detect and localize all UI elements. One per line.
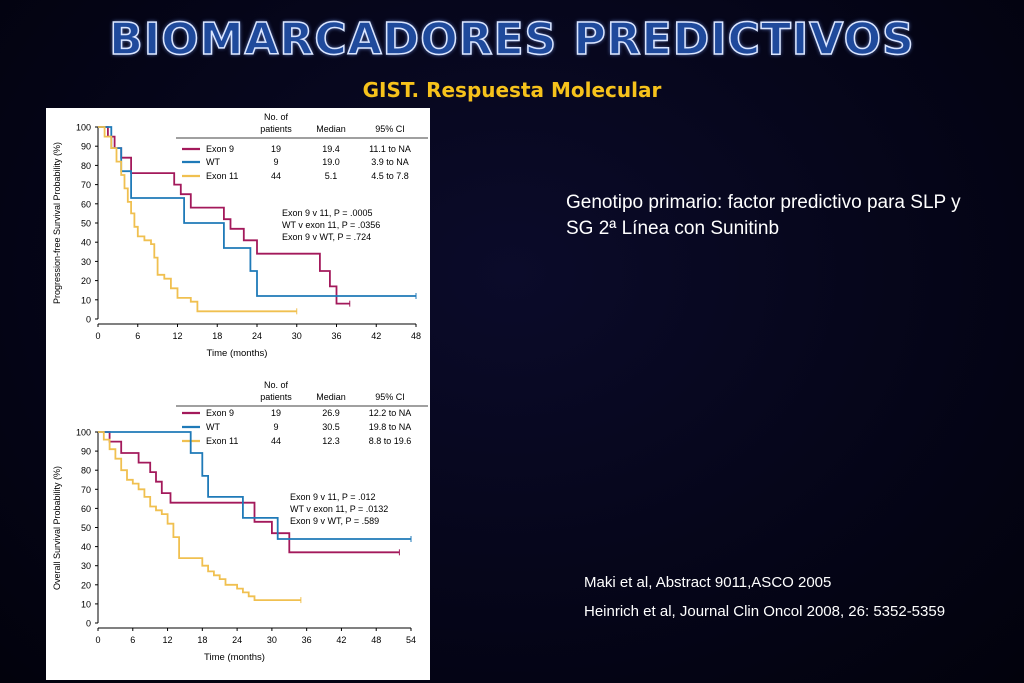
table-header-patients: patients xyxy=(260,392,292,402)
km-curve-wt xyxy=(98,431,411,540)
y-tick-label: 0 xyxy=(86,619,91,629)
table-cell-median: 26.9 xyxy=(322,408,340,418)
legend-label: WT xyxy=(206,422,220,432)
table-cell-ci: 11.1 to NA xyxy=(369,144,411,154)
y-tick-label: 10 xyxy=(81,599,91,609)
legend-label: Exon 9 xyxy=(206,144,234,154)
table-cell-median: 19.4 xyxy=(322,144,340,154)
legend-label: Exon 11 xyxy=(206,436,238,446)
p-value-label: Exon 9 v 11, P = .0005 xyxy=(282,208,372,218)
p-value-label: Exon 9 v WT, P = .589 xyxy=(290,516,379,526)
y-tick-label: 90 xyxy=(81,447,91,457)
table-cell-patients: 19 xyxy=(271,408,281,418)
x-axis-title: Time (months) xyxy=(204,652,265,663)
legend-label: WT xyxy=(206,157,220,167)
y-tick-label: 10 xyxy=(81,295,91,305)
x-tick-label: 42 xyxy=(371,331,381,341)
x-tick-label: 18 xyxy=(197,635,207,645)
x-tick-label: 18 xyxy=(212,331,222,341)
table-cell-patients: 19 xyxy=(271,144,281,154)
x-tick-label: 36 xyxy=(331,331,341,341)
y-axis-title: Progression-free Survival Probability (%… xyxy=(52,142,62,304)
y-tick-label: 100 xyxy=(76,123,91,133)
x-tick-label: 24 xyxy=(252,331,262,341)
km-curve-exon11 xyxy=(98,126,297,313)
table-header-median: Median xyxy=(316,124,346,134)
legend-label: Exon 11 xyxy=(206,171,238,181)
x-tick-label: 54 xyxy=(406,635,416,645)
y-tick-label: 20 xyxy=(81,276,91,286)
legend-label: Exon 9 xyxy=(206,408,234,418)
y-tick-label: 80 xyxy=(81,161,91,171)
p-value-label: WT v exon 11, P = .0132 xyxy=(290,504,388,514)
table-cell-ci: 12.2 to NA xyxy=(369,408,412,418)
y-tick-label: 90 xyxy=(81,142,91,152)
x-tick-label: 48 xyxy=(371,635,381,645)
table-cell-median: 30.5 xyxy=(322,422,340,432)
y-tick-label: 0 xyxy=(86,315,91,325)
p-value-label: Exon 9 v 11, P = .012 xyxy=(290,492,375,502)
x-tick-label: 0 xyxy=(95,635,100,645)
y-tick-label: 80 xyxy=(81,466,91,476)
table-header-ci: 95% CI xyxy=(375,124,405,134)
figure-panel: 0 10 20 30 40 50 60 70 80 90 100 0 6 12 18 24 30 36 42 48 Ti… xyxy=(46,108,430,680)
p-value-label: Exon 9 v WT, P = .724 xyxy=(282,232,371,242)
y-tick-label: 60 xyxy=(81,199,91,209)
slide-subtitle: GIST. Respuesta Molecular xyxy=(362,78,662,102)
y-tick-label: 100 xyxy=(76,428,91,438)
y-tick-label: 40 xyxy=(81,238,91,248)
y-tick-label: 30 xyxy=(81,561,91,571)
table-header-median: Median xyxy=(316,392,346,402)
x-tick-label: 30 xyxy=(292,331,302,341)
p-value-label: WT v exon 11, P = .0356 xyxy=(282,220,380,230)
references: Maki et al, Abstract 9011,ASCO 2005 Hein… xyxy=(584,574,1024,632)
x-tick-label: 48 xyxy=(411,331,421,341)
km-curve-exon9 xyxy=(98,431,400,554)
table-cell-patients: 9 xyxy=(273,157,278,167)
table-cell-patients: 44 xyxy=(271,436,281,446)
x-tick-label: 12 xyxy=(163,635,173,645)
slide-title: BIOMARCADORES PREDICTIVOS xyxy=(109,13,915,66)
x-tick-label: 42 xyxy=(336,635,346,645)
table-cell-ci: 3.9 to NA xyxy=(371,157,409,167)
x-axis-title: Time (months) xyxy=(207,348,268,359)
table-cell-ci: 4.5 to 7.8 xyxy=(371,171,409,181)
y-tick-label: 30 xyxy=(81,257,91,267)
table-header-ci: 95% CI xyxy=(375,392,405,402)
table-cell-ci: 8.8 to 19.6 xyxy=(369,436,412,446)
km-curve-wt xyxy=(98,126,416,297)
reference-item: Maki et al, Abstract 9011,ASCO 2005 xyxy=(584,574,832,591)
y-tick-label: 50 xyxy=(81,219,91,229)
reference-item: Heinrich et al, Journal Clin Oncol 2008,… xyxy=(584,603,946,620)
table-cell-median: 5.1 xyxy=(325,171,338,181)
y-tick-label: 40 xyxy=(81,542,91,552)
predictive-note: Genotipo primario: factor predictivo par… xyxy=(566,192,961,239)
x-tick-label: 12 xyxy=(172,331,182,341)
table-cell-patients: 9 xyxy=(273,422,278,432)
table-header-patients: No. of xyxy=(264,112,289,122)
y-tick-label: 20 xyxy=(81,580,91,590)
y-axis-title: Overall Survival Probability (%) xyxy=(52,466,62,590)
x-tick-label: 30 xyxy=(267,635,277,645)
x-tick-label: 24 xyxy=(232,635,242,645)
x-tick-label: 6 xyxy=(130,635,135,645)
km-curve-exon11 xyxy=(98,431,301,601)
table-cell-median: 19.0 xyxy=(322,157,340,167)
x-tick-label: 6 xyxy=(135,331,140,341)
y-tick-label: 70 xyxy=(81,485,91,495)
table-header-patients: patients xyxy=(260,124,292,134)
x-tick-label: 36 xyxy=(302,635,312,645)
table-header-patients: No. of xyxy=(264,380,289,390)
table-cell-ci: 19.8 to NA xyxy=(369,422,412,432)
y-tick-label: 60 xyxy=(81,504,91,514)
table-cell-patients: 44 xyxy=(271,171,281,181)
table-cell-median: 12.3 xyxy=(322,436,340,446)
y-tick-label: 50 xyxy=(81,523,91,533)
x-tick-label: 0 xyxy=(95,331,100,341)
y-tick-label: 70 xyxy=(81,180,91,190)
